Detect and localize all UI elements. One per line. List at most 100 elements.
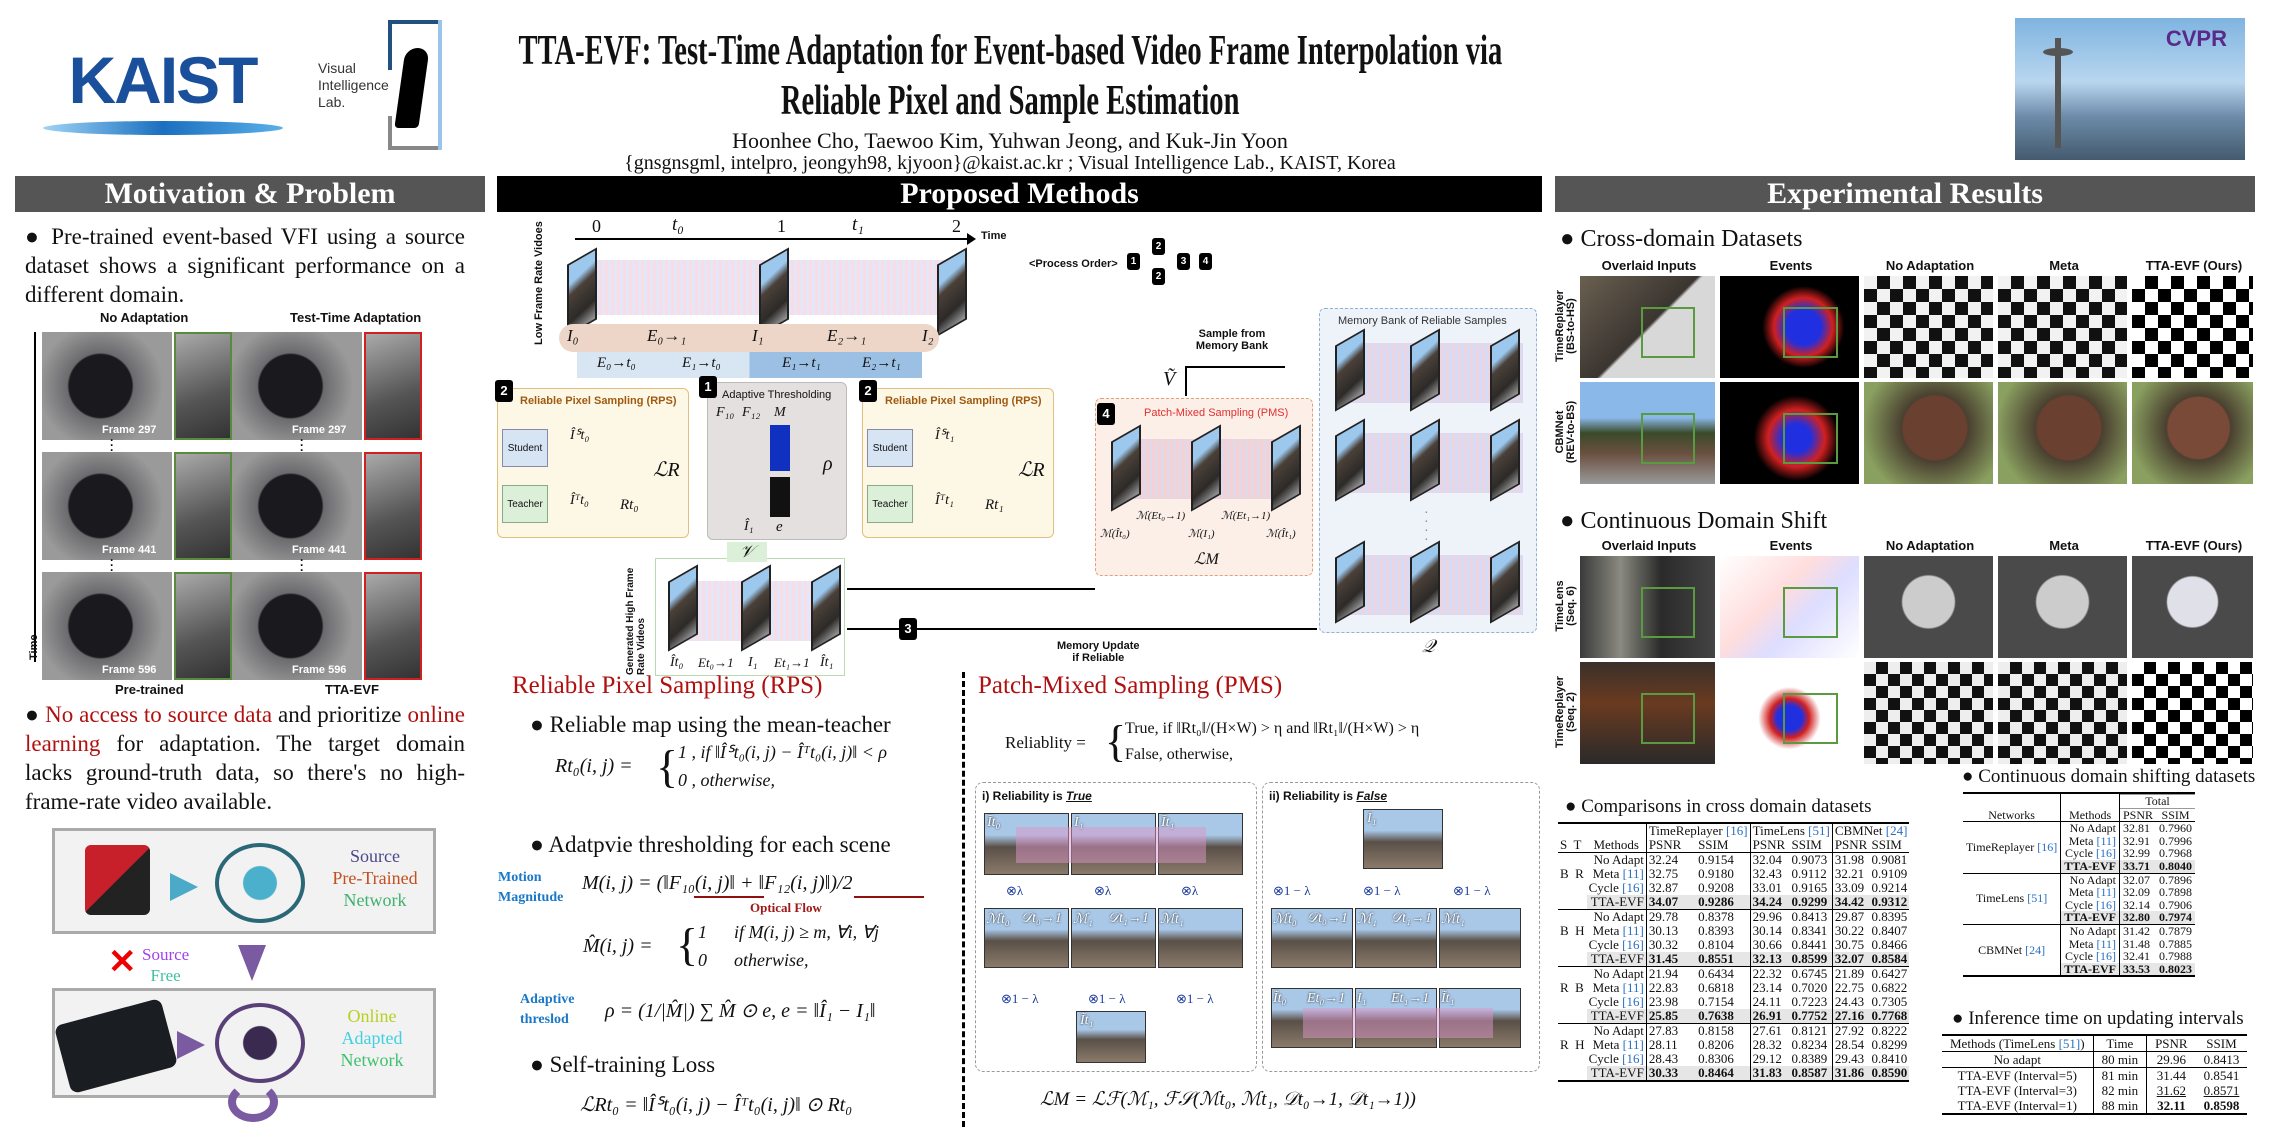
table-cell (1558, 852, 1587, 867)
text: 32.75 (1648, 866, 1679, 881)
text: 31.98 (1834, 852, 1865, 867)
text: Networks (1988, 807, 2035, 822)
mix-op: ⊗1 − λ (1176, 991, 1214, 1006)
table-row: Cycle [16] 23.98 0.7154 24.11 0.7223 24.43 0.7… (1558, 995, 1909, 1009)
text: CBMNet (1978, 942, 2026, 957)
row-label-line: (REV-to-BS) (1565, 400, 1577, 464)
text: 34.42 (1834, 894, 1865, 909)
text: 29.12 (1752, 1051, 1782, 1066)
table-cell: 0.7906 (2156, 898, 2195, 912)
section-header-methods: Proposed Methods (497, 176, 1542, 212)
kaist-logo: KAIST (40, 45, 285, 140)
column-label: Meta (2049, 538, 2079, 553)
student-network: Student (502, 429, 548, 467)
table-cell: 30.14 (1750, 924, 1789, 938)
text: 34.24 (1752, 894, 1782, 909)
table-row: No Adapt 27.83 0.8158 27.61 0.8121 27.92 0.822… (1558, 1023, 1909, 1038)
table-cell: Cycle [16] (2060, 898, 2120, 912)
text: 29.96 (1752, 909, 1782, 924)
highlight-box (1640, 412, 1695, 464)
table-cell (1558, 1009, 1587, 1024)
table-row: TTA-EVF 33.71 0.8040 (1963, 860, 2196, 874)
table-cell: No Adapt (1586, 852, 1647, 867)
mix-op: ⊗λ (1006, 883, 1024, 898)
table-cell: 0.8040 (2156, 860, 2196, 874)
text: 82 min (2101, 1083, 2139, 1098)
table-cell: 33.71 (2119, 860, 2157, 874)
result-image (1998, 556, 2127, 658)
eq-adaptive-threshold: ρ = (1/|M̂|) ∑ M̂ ⊙ e, e = ‖Î₁ − I₁‖ (605, 1000, 876, 1022)
text: Total (2145, 794, 2170, 808)
text: 28.43 (1648, 1051, 1679, 1066)
text: 32.09 (2123, 885, 2150, 900)
result-image (1580, 556, 1715, 658)
text: 0.7898 (2159, 885, 2193, 900)
text: ) (2080, 1036, 2085, 1051)
text: Cycle (1588, 994, 1623, 1009)
table-cell: Meta [11] (1586, 866, 1647, 881)
column-label: No Adaptation (1885, 538, 1975, 553)
table-cell: 0.8571 (2196, 1083, 2248, 1098)
table-cell: 34.42 (1832, 894, 1870, 910)
result-image (2132, 556, 2253, 658)
text: No Adapt (1593, 966, 1644, 981)
table-cell: Cycle [16] (1586, 938, 1647, 952)
column-label: Overlaid Inputs (1601, 538, 1697, 553)
generated-hfr-box: Ît₀ Et₀→1 I₁ Et₁→1 Ît₁ (655, 558, 845, 676)
mixed-label: 𝒟t₁→1 (1391, 911, 1432, 926)
table-cell: 24.11 (1750, 995, 1789, 1009)
crop-zoom (174, 572, 232, 680)
text: 32.13 (1752, 951, 1782, 966)
table-cell: 30.22 (1832, 924, 1869, 938)
text: 0.8441 (1791, 937, 1828, 952)
text: Time (2106, 1036, 2134, 1051)
text: TTA-EVF (1590, 1008, 1644, 1023)
text: No Adapt (1593, 852, 1644, 867)
text: 31.83 (1752, 1065, 1782, 1080)
result-image (1864, 662, 1993, 764)
citation: [16] (1622, 994, 1644, 1009)
text: Meta (1592, 866, 1623, 881)
mixed-frame (1439, 908, 1521, 968)
table-cell: 80 min (2093, 1051, 2148, 1068)
text: 0.9208 (1698, 880, 1734, 895)
table-row: TimeLens [51] No Adapt 32.07 0.7896 (1963, 873, 2196, 925)
text: 0.7988 (2159, 949, 2193, 964)
pms-true-box: i) Reliability is True Īt₀ I₁ Īt₁ ⊗λ ⊗λ ⊗λ ⊗1 … (975, 782, 1257, 1072)
text: No Adapt (1593, 1023, 1644, 1038)
table-cell: 32.80 (2119, 911, 2157, 925)
result-image (1864, 276, 1993, 378)
table-cell: No adapt (1942, 1051, 2094, 1068)
text: 0.8571 (2203, 1083, 2240, 1098)
table-cell: Cycle [16] (1586, 994, 1647, 1009)
column-label: Overlaid Inputs (1601, 258, 1697, 273)
result-image (1720, 556, 1859, 658)
table-cell: 0.8341 (1789, 924, 1833, 938)
text: 0.8104 (1698, 937, 1734, 952)
table-cell: 30.32 (1646, 938, 1696, 952)
continuous-domain-table: Networks Methods Total PSNR SSIM TimeReplayer… (1963, 792, 2196, 978)
column-header: SSIM (1869, 838, 1909, 853)
table-row: Cycle [16] 32.87 0.9208 33.01 0.9165 33.09 0.9… (1558, 881, 1909, 895)
teacher-network: Teacher (867, 485, 913, 523)
result-image (1998, 382, 2127, 484)
table-header-row: TimeReplayer [16] TimeLens [51] CBMNet [24… (1558, 823, 1909, 838)
text: TimeReplayer (1648, 823, 1726, 838)
table-cell: 0.8441 (1789, 937, 1833, 952)
text: 0.7020 (1791, 980, 1828, 995)
network-cell: CBMNet [24] (1963, 924, 2062, 977)
text: 29.87 (1834, 909, 1865, 924)
text: 0.9180 (1698, 866, 1734, 881)
column-group-header: TimeReplayer [16] (1646, 823, 1751, 838)
table-cell: No Adapt (2060, 924, 2120, 938)
text: 22.83 (1648, 980, 1679, 995)
text: 0.8023 (2159, 961, 2193, 976)
highlight-box (1782, 412, 1839, 464)
mix-op: ⊗1 − λ (1273, 883, 1311, 898)
citation: [16] (1622, 1051, 1644, 1066)
text: Cycle (1588, 880, 1623, 895)
table-cell (1586, 823, 1647, 838)
text: 0.7768 (1871, 1008, 1908, 1023)
citation: [11] (2096, 885, 2116, 900)
row-label: TimeLens (Seq. 6) (1554, 556, 1577, 656)
